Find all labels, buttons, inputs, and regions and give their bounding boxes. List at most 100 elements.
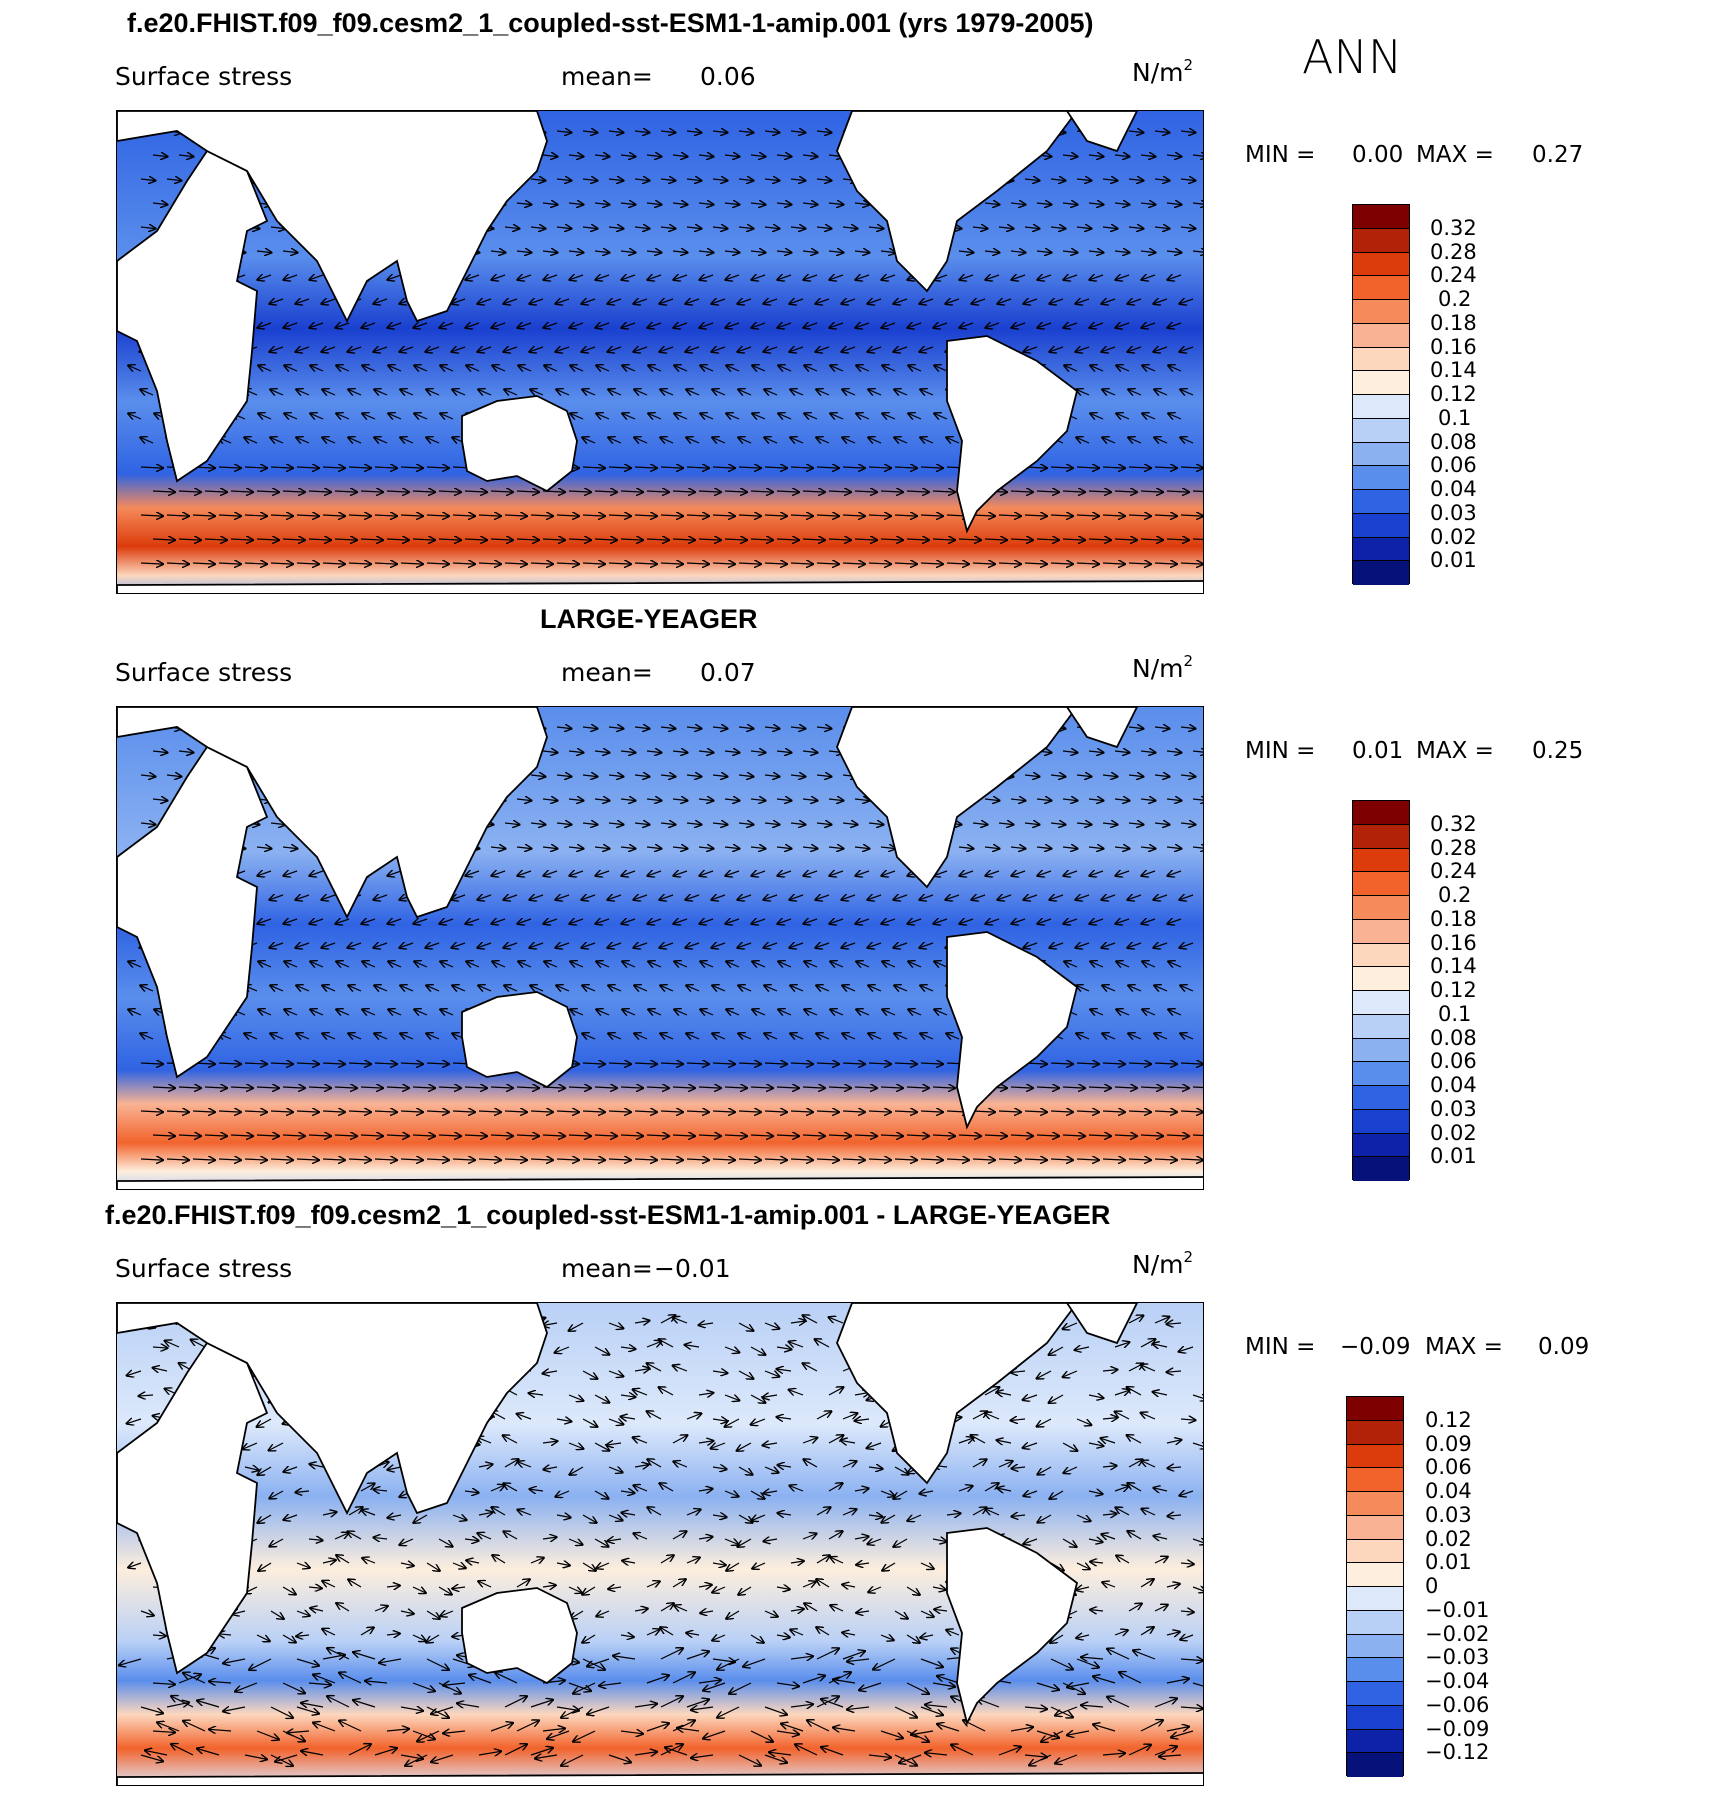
panel-title: LARGE-YEAGER [540, 604, 758, 634]
colorbar-tick-label: 0.04 [1430, 477, 1477, 501]
colorbar-tick-label: 0.12 [1430, 978, 1477, 1002]
land-mass [946, 931, 1079, 1130]
map-panel [116, 1302, 1204, 1786]
units-label: N/m2 [1132, 56, 1194, 87]
colorbar-swatch [1353, 347, 1409, 372]
colorbar-swatch [1353, 943, 1409, 968]
land-mass [1065, 707, 1139, 749]
colorbar-swatch [1347, 1705, 1403, 1730]
colorbar-tick-label: 0.32 [1430, 215, 1477, 240]
colorbar-tick-label: 0.32 [1430, 811, 1477, 836]
colorbar-tick-label: 0.2 [1438, 287, 1472, 311]
colorbar-swatch [1353, 872, 1409, 896]
colorbar-tick-label: 0.06 [1425, 1455, 1472, 1480]
colorbar-tick-label: 0.14 [1430, 358, 1477, 383]
land-mass [117, 1176, 1203, 1189]
land-mass [117, 111, 548, 324]
colorbar-swatch [1353, 801, 1409, 825]
colorbar-swatch [1353, 205, 1409, 229]
units-label: N/m2 [1132, 652, 1194, 683]
colorbar-tick-label: 0.06 [1430, 1049, 1477, 1074]
colorbar-swatch [1353, 919, 1409, 944]
land-mass [1065, 111, 1139, 153]
land-mass [117, 149, 269, 483]
colorbar-swatch [1353, 418, 1409, 443]
map-panel [116, 706, 1204, 1190]
colorbar-tick-label: −0.09 [1425, 1716, 1490, 1741]
min-value: 0.00 [1352, 142, 1404, 168]
max-label: MAX = [1416, 142, 1494, 168]
colorbar-tick-label: −0.04 [1425, 1669, 1490, 1693]
colorbar-swatch [1353, 991, 1409, 1015]
colorbar-swatch [1347, 1682, 1403, 1706]
land-mass [1065, 1303, 1139, 1345]
colorbar [1352, 204, 1410, 585]
colorbar-swatch [1353, 252, 1409, 277]
colorbar-tick-label: 0.01 [1425, 1550, 1472, 1575]
colorbar-swatch [1353, 1062, 1409, 1086]
colorbar-swatch [1353, 228, 1409, 253]
colorbar-swatch [1347, 1729, 1403, 1754]
map-field [117, 1303, 1203, 1785]
colorbar-tick-label: 0.1 [1438, 405, 1472, 430]
colorbar-tick-label: 0.02 [1430, 524, 1477, 549]
colorbar-tick-label: 0.03 [1430, 1096, 1477, 1121]
colorbar-tick-label: 0.09 [1425, 1431, 1472, 1456]
colorbar-swatch [1347, 1420, 1403, 1445]
variable-label: Surface stress [115, 1254, 293, 1283]
colorbar-swatch [1353, 1086, 1409, 1110]
colorbar-tick-label: −0.06 [1425, 1692, 1490, 1717]
colorbar-tick-label: 0.28 [1430, 835, 1477, 860]
land-mass [117, 1341, 269, 1675]
season-label: ANN [1302, 30, 1403, 84]
colorbar-tick-label: 0.02 [1430, 1120, 1477, 1145]
colorbar-swatch [1353, 276, 1409, 300]
colorbar-tick-label: 0 [1425, 1574, 1439, 1598]
colorbar-tick-label: −0.03 [1425, 1645, 1490, 1670]
colorbar-swatch [1353, 1014, 1409, 1039]
colorbar-swatch [1347, 1753, 1403, 1777]
colorbar-tick-label: 0.01 [1430, 548, 1477, 573]
stress-vectors [127, 727, 1203, 1160]
colorbar-tick-label: 0.24 [1430, 263, 1477, 288]
land-mass [946, 1527, 1079, 1726]
max-value: 0.09 [1538, 1334, 1590, 1360]
colorbar [1352, 800, 1410, 1181]
colorbar-swatch [1347, 1634, 1403, 1659]
land-mass [461, 1587, 578, 1685]
colorbar-swatch [1353, 824, 1409, 849]
mean-value: 0.06 [700, 62, 756, 91]
min-value: −0.09 [1340, 1334, 1411, 1360]
colorbar-tick-label: 0.2 [1438, 883, 1472, 907]
mean-value: −0.01 [654, 1254, 731, 1283]
colorbar-tick-label: −0.02 [1425, 1621, 1490, 1646]
colorbar-swatch [1353, 1038, 1409, 1063]
colorbar-tick-label: 0.03 [1430, 500, 1477, 525]
colorbar-swatch [1353, 561, 1409, 585]
colorbar-tick-label: 0.08 [1430, 1025, 1477, 1050]
panel-title: f.e20.FHIST.f09_f09.cesm2_1_coupled-sst-… [127, 8, 1094, 38]
max-value: 0.25 [1532, 738, 1584, 764]
land-mass [946, 335, 1079, 534]
min-label: MIN = [1245, 142, 1316, 168]
colorbar-swatch [1347, 1563, 1403, 1587]
colorbar-swatch [1353, 1133, 1409, 1158]
variable-label: Surface stress [115, 658, 293, 687]
colorbar-swatch [1347, 1539, 1403, 1564]
colorbar-tick-label: 0.04 [1425, 1479, 1472, 1503]
land-mass [117, 580, 1203, 593]
colorbar-tick-label: 0.28 [1430, 239, 1477, 264]
colorbar-tick-label: 0.03 [1425, 1502, 1472, 1527]
colorbar-tick-label: 0.16 [1430, 930, 1477, 955]
colorbar-swatch [1353, 537, 1409, 562]
colorbar-tick-label: 0.08 [1430, 429, 1477, 454]
land-mass [117, 1303, 548, 1516]
colorbar-swatch [1347, 1658, 1403, 1682]
mean-value: 0.07 [700, 658, 756, 687]
colorbar-swatch [1353, 1157, 1409, 1181]
colorbar-swatch [1353, 490, 1409, 514]
land-mass [117, 745, 269, 1079]
land-mass [461, 991, 578, 1089]
max-label: MAX = [1416, 738, 1494, 764]
colorbar-swatch [1353, 513, 1409, 538]
